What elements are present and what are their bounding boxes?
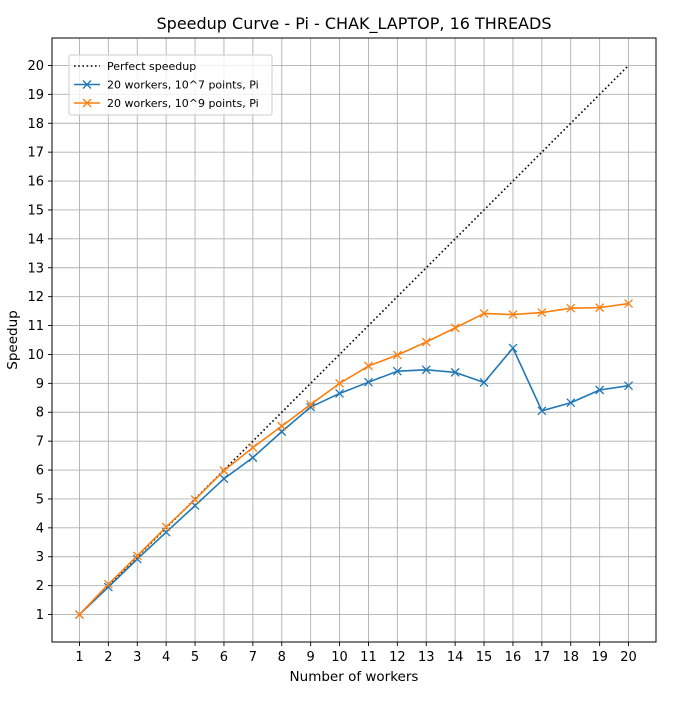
data-point-marker (421, 337, 431, 347)
y-tick-label: 12 (27, 290, 44, 305)
data-point-marker (392, 366, 402, 376)
data-point-marker (508, 343, 518, 353)
legend-label-1: Perfect speedup (107, 60, 196, 73)
data-point-marker (248, 443, 258, 452)
plot-frame (51, 37, 657, 643)
series-line-2 (78, 347, 629, 616)
y-tick-label: 10 (27, 348, 44, 363)
x-tick-label: 4 (162, 650, 170, 665)
y-tick-label: 3 (36, 550, 44, 565)
x-tick-label: 18 (562, 650, 579, 665)
legend-label-3: 20 workers, 10^9 points, Pi (107, 97, 259, 110)
legend-marker-2 (82, 80, 92, 89)
tick-layer: 1 2 3 4 5 6 7 8 9 10 11 12 13 14 15 16 17 18 19 20123456789… (27, 59, 636, 665)
data-point-marker (508, 310, 518, 320)
x-tick-label: 13 (418, 650, 435, 665)
x-tick-label: 3 (133, 650, 141, 665)
data-point-marker (450, 323, 460, 333)
y-tick-label: 15 (27, 203, 44, 218)
x-tick-label: 10 (331, 650, 348, 665)
data-point-marker (421, 365, 431, 375)
data-point-marker (132, 551, 142, 561)
data-point-marker (363, 377, 373, 387)
data-point-marker (479, 308, 489, 318)
legend-box (68, 54, 273, 116)
data-point-marker (335, 389, 345, 398)
x-tick-label: 9 (307, 650, 315, 665)
y-tick-label: 9 (36, 377, 44, 392)
y-tick-label: 20 (27, 59, 44, 74)
y-tick-label: 18 (27, 117, 44, 132)
y-axis-label: Speedup (5, 310, 21, 369)
data-point-marker (363, 361, 373, 371)
x-tick-label: 17 (534, 650, 551, 665)
x-axis-label: Number of workers (290, 669, 419, 685)
x-tick-label: 6 (220, 650, 228, 665)
data-point-marker (392, 350, 402, 360)
x-tick-label: 19 (591, 650, 608, 665)
data-point-marker (132, 554, 142, 564)
series-line-1 (78, 64, 630, 616)
y-tick-label: 4 (36, 521, 44, 536)
legend-marker-3 (82, 98, 92, 108)
data-point-marker (74, 610, 84, 620)
legend: Perfect speedup 20 workers, 10^7 points, … (68, 54, 273, 116)
x-tick-label: 1 (75, 650, 83, 665)
x-tick-label: 16 (505, 650, 522, 665)
x-tick-label: 5 (191, 650, 199, 665)
data-point-marker (219, 474, 229, 484)
data-point-marker (190, 495, 200, 504)
data-point-marker (566, 398, 576, 408)
data-point-marker (335, 378, 345, 388)
y-tick-label: 19 (27, 88, 44, 103)
data-point-marker (219, 466, 229, 476)
data-point-marker (248, 453, 258, 463)
y-tick-label: 16 (27, 175, 44, 190)
data-point-marker (624, 299, 634, 309)
data-point-marker (537, 406, 547, 416)
x-tick-label: 2 (104, 650, 112, 665)
series-line-3 (78, 302, 629, 616)
x-tick-label: 15 (476, 650, 493, 665)
y-tick-label: 8 (36, 406, 44, 421)
series-layer (74, 64, 634, 620)
data-point-marker (103, 579, 113, 589)
y-tick-label: 13 (27, 261, 44, 276)
data-point-marker (624, 381, 634, 391)
x-tick-label: 20 (620, 650, 637, 665)
y-tick-label: 2 (36, 579, 44, 594)
x-tick-label: 11 (360, 650, 377, 665)
y-tick-label: 7 (36, 435, 44, 450)
x-tick-label: 7 (249, 650, 257, 665)
data-point-marker (450, 367, 460, 377)
data-point-marker (306, 402, 316, 412)
data-point-marker (277, 421, 287, 431)
data-point-marker (161, 522, 171, 532)
y-tick-label: 6 (36, 464, 44, 479)
data-point-marker (537, 308, 547, 318)
data-point-marker (595, 385, 605, 395)
y-tick-label: 1 (36, 608, 44, 623)
y-tick-label: 11 (27, 319, 44, 334)
legend-label-2: 20 workers, 10^7 points, Pi (107, 79, 259, 92)
data-point-marker (566, 303, 576, 313)
chart-title: Speedup Curve - Pi - CHAK_LAPTOP, 16 THR… (157, 14, 552, 34)
data-point-marker (306, 399, 316, 409)
grid-layer (52, 38, 656, 642)
x-tick-label: 14 (447, 650, 464, 665)
data-point-marker (103, 582, 113, 592)
y-tick-label: 17 (27, 146, 44, 161)
data-point-marker (479, 378, 489, 387)
y-tick-label: 14 (27, 232, 44, 247)
x-tick-label: 12 (389, 650, 406, 665)
y-tick-label: 5 (36, 492, 44, 507)
x-tick-label: 8 (278, 650, 286, 665)
data-point-marker (595, 303, 605, 313)
